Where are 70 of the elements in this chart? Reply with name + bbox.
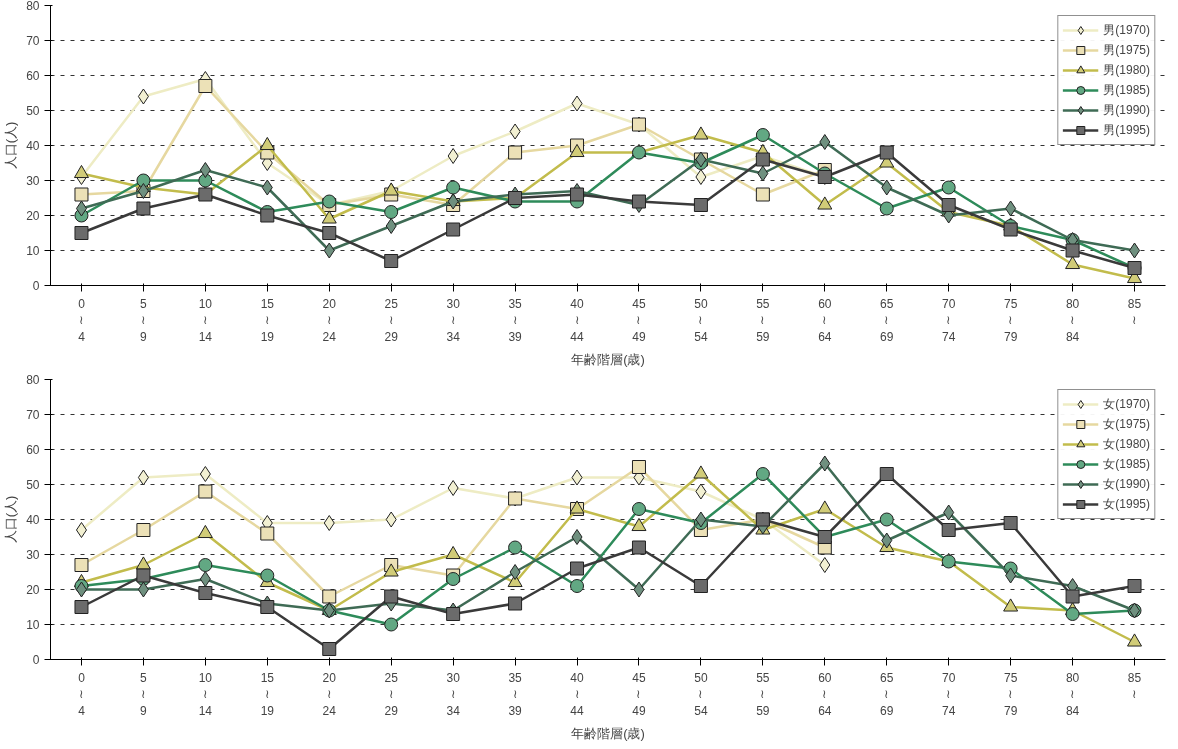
legend-label: 女(1985) xyxy=(1103,455,1150,473)
x-tick-label: 35 ≀ 39 xyxy=(508,296,523,345)
legend-label: 女(1970) xyxy=(1103,395,1150,413)
x-tick-label: 80 ≀ 84 xyxy=(1065,670,1080,719)
y-tick-label: 70 xyxy=(26,34,40,48)
y-tick-label: 10 xyxy=(26,618,40,632)
x-tick-label: 70 ≀ 74 xyxy=(942,670,956,719)
x-tick-label: 10 ≀ 14 xyxy=(198,296,213,345)
x-tick-label: 75 ≀ 79 xyxy=(1003,296,1018,345)
x-tick-label: 10 ≀ 14 xyxy=(198,670,213,719)
y-tick-label: 20 xyxy=(26,209,40,223)
x-tick-label: 0 ≀ 4 xyxy=(78,670,86,719)
y-tick-label: 40 xyxy=(26,513,40,527)
y-tick-label: 50 xyxy=(26,478,40,492)
y-axis-title: 人口(人) xyxy=(3,121,19,170)
x-tick-label: 20 ≀ 24 xyxy=(322,296,337,345)
legend-label: 女(1980) xyxy=(1103,435,1150,453)
x-tick-label: 15 ≀ 19 xyxy=(260,670,275,719)
y-tick-label: 30 xyxy=(26,548,40,562)
legend-label: 男(1975) xyxy=(1103,41,1150,59)
x-tick-label: 85 ≀ xyxy=(1127,296,1142,328)
x-tick-label: 35 ≀ 39 xyxy=(508,670,523,719)
x-tick-label: 20 ≀ 24 xyxy=(322,670,337,719)
y-tick-label: 50 xyxy=(26,104,40,118)
legend-label: 男(1990) xyxy=(1103,101,1150,119)
x-tick-label: 50 ≀ 54 xyxy=(694,296,708,345)
y-tick-label: 60 xyxy=(26,443,40,457)
x-tick-label: 60 ≀ 64 xyxy=(818,670,832,719)
y-tick-label: 70 xyxy=(26,408,40,422)
x-tick-label: 60 ≀ 64 xyxy=(818,296,832,345)
x-tick-label: 30 ≀ 34 xyxy=(446,296,461,345)
legend-label: 男(1995) xyxy=(1103,121,1150,139)
y-tick-label: 60 xyxy=(26,69,40,83)
x-tick-label: 65 ≀ 69 xyxy=(880,296,894,345)
legend-label: 女(1990) xyxy=(1103,475,1150,493)
x-tick-label: 85 ≀ xyxy=(1127,670,1142,702)
x-tick-label: 30 ≀ 34 xyxy=(446,670,461,719)
y-tick-label: 20 xyxy=(26,583,40,597)
y-tick-label: 40 xyxy=(26,139,40,153)
legend-label: 女(1975) xyxy=(1103,415,1150,433)
x-tick-label: 45 ≀ 49 xyxy=(632,296,646,345)
legend-label: 女(1995) xyxy=(1103,495,1150,513)
legend-label: 男(1970) xyxy=(1103,21,1150,39)
x-tick-label: 50 ≀ 54 xyxy=(694,670,708,719)
y-tick-label: 30 xyxy=(26,174,40,188)
y-tick-label: 80 xyxy=(26,373,40,387)
x-tick-label: 45 ≀ 49 xyxy=(632,670,646,719)
x-tick-label: 70 ≀ 74 xyxy=(942,296,956,345)
x-tick-label: 25 ≀ 29 xyxy=(384,670,399,719)
x-tick-label: 0 ≀ 4 xyxy=(78,296,86,345)
x-tick-label: 55 ≀ 59 xyxy=(756,670,770,719)
legend-label: 男(1980) xyxy=(1103,61,1150,79)
x-tick-label: 5 ≀ 9 xyxy=(140,670,148,719)
x-tick-label: 40 ≀ 44 xyxy=(570,296,585,345)
y-tick-label: 80 xyxy=(26,0,40,13)
x-tick-label: 65 ≀ 69 xyxy=(880,670,894,719)
y-axis-title: 人口(人) xyxy=(3,495,19,544)
legend-label: 男(1985) xyxy=(1103,81,1150,99)
x-tick-label: 15 ≀ 19 xyxy=(260,296,275,345)
x-tick-label: 5 ≀ 9 xyxy=(140,296,148,345)
x-axis-title: 年齢階層(歳) xyxy=(571,352,645,368)
x-tick-label: 75 ≀ 79 xyxy=(1003,670,1018,719)
y-tick-label: 0 xyxy=(32,653,40,667)
y-tick-label: 10 xyxy=(26,244,40,258)
x-tick-label: 55 ≀ 59 xyxy=(756,296,770,345)
x-tick-label: 25 ≀ 29 xyxy=(384,296,399,345)
x-tick-label: 80 ≀ 84 xyxy=(1065,296,1080,345)
x-axis-title: 年齢階層(歳) xyxy=(571,726,645,742)
y-tick-label: 0 xyxy=(32,279,40,293)
x-tick-label: 40 ≀ 44 xyxy=(570,670,585,719)
